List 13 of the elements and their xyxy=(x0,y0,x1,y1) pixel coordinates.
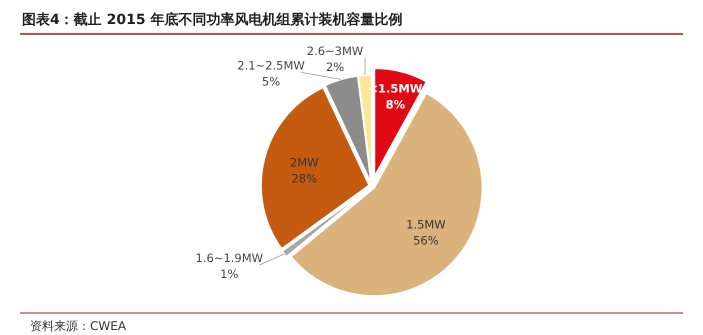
slice-label: 1.6~1.9MW xyxy=(196,251,264,266)
text: 资料来源：CWEA xyxy=(30,319,127,333)
slice-label: 2.6~3MW xyxy=(306,44,364,58)
data-label: 56% xyxy=(413,234,439,248)
data-label: 1% xyxy=(220,267,238,282)
chart-title: 图表4：截止 2015 年底不同功率风电机组累计装机容量比例 xyxy=(22,11,402,28)
data-label: 28% xyxy=(291,172,318,186)
slice-label: 2.1~2.5MW xyxy=(237,58,305,72)
slice-label: 2MW xyxy=(290,156,319,170)
data-label: 5% xyxy=(262,74,280,88)
data-label: 8% xyxy=(386,98,406,112)
slice-label: 1.5MW xyxy=(406,218,446,232)
data-label: 2% xyxy=(326,60,344,74)
